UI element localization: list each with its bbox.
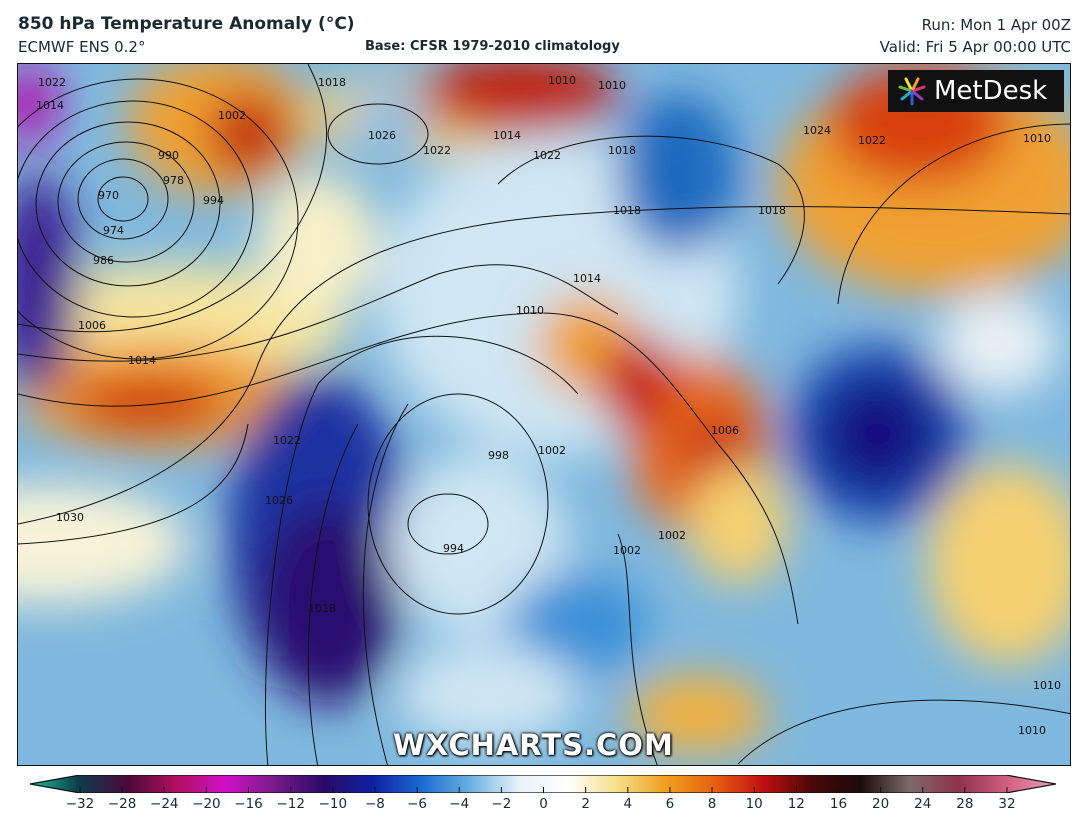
colorbar-tick-label: −32 — [65, 796, 95, 812]
colorbar-tick-label: −28 — [107, 796, 137, 812]
isobar-labels: 1022 1014 1018 1010 1018 1002 990 978 970 974 986 9… — [36, 74, 1061, 737]
run-time-label: Run: Mon 1 Apr 00Z — [921, 16, 1071, 34]
isobar-label: 1002 — [538, 444, 566, 457]
colorbar-tick-label: 24 — [914, 796, 932, 812]
isobar-label: 1010 — [1033, 679, 1061, 692]
isobar-label: 1018 — [613, 204, 641, 217]
metdesk-pinwheel-icon — [898, 77, 926, 106]
colorbar-tick-label: 0 — [539, 796, 548, 812]
colorbar-tick-label: −16 — [234, 796, 263, 812]
isobar-label: 1006 — [711, 424, 739, 437]
climatology-base-label: Base: CFSR 1979-2010 climatology — [365, 39, 620, 54]
colorbar-tick-label: 4 — [623, 796, 633, 812]
colorbar-tick-label: 8 — [707, 796, 717, 812]
chart-title: 850 hPa Temperature Anomaly (°C) — [18, 14, 355, 34]
colorbar-tick-label: −2 — [491, 796, 512, 812]
isobar-label: 990 — [158, 149, 179, 162]
isobar-label: 1018 — [318, 76, 346, 89]
isobar-label: 978 — [163, 174, 184, 187]
isobar-label: 1014 — [36, 99, 64, 112]
isobar-label: 1022 — [533, 149, 561, 162]
map-canvas: 1022 1014 1018 1010 1018 1002 990 978 970 974 986 9… — [18, 64, 1070, 765]
colorbar-tick-label: 2 — [581, 796, 590, 812]
colorbar-tick-label: 16 — [829, 796, 848, 812]
isobar-label: 1002 — [218, 109, 246, 122]
isobar-label: 1024 — [803, 124, 831, 137]
isobar-label: 1022 — [858, 134, 886, 147]
isobar-label: 1010 — [548, 74, 576, 87]
colorbar-tick-label: 10 — [745, 796, 763, 812]
isobar-label: 1026 — [265, 494, 293, 507]
anomaly-field — [18, 64, 1070, 754]
valid-time-label: Valid: Fri 5 Apr 00:00 UTC — [879, 38, 1071, 56]
isobar-label: 994 — [203, 194, 224, 207]
isobar-label: 1026 — [368, 129, 396, 142]
isobar-label: 1010 — [1023, 132, 1051, 145]
metdesk-logo: MetDesk — [888, 70, 1064, 112]
isobar-label: 1018 — [758, 204, 786, 217]
colorbar — [30, 775, 1056, 793]
colorbar-tick-label: 20 — [871, 796, 890, 812]
isobar-label: 1014 — [573, 272, 601, 285]
isobar-label: 1010 — [1018, 724, 1046, 737]
colorbar-tick-label: −12 — [276, 796, 305, 812]
isobar-label: 1014 — [493, 129, 521, 142]
isobar-label: 1010 — [598, 79, 626, 92]
isobar-label: 1022 — [273, 434, 301, 447]
isobar-label: 974 — [103, 224, 124, 237]
isobar-label: 986 — [93, 254, 114, 267]
isobar-label: 1010 — [516, 304, 544, 317]
colorbar-tick-label: −4 — [449, 796, 470, 812]
isobar-label: 970 — [98, 189, 119, 202]
colorbar-tick-label: 12 — [787, 796, 805, 812]
colorbar-tick-label: 6 — [665, 796, 675, 812]
colorbar-tick-label: −10 — [318, 796, 348, 812]
model-label: ECMWF ENS 0.2° — [18, 38, 146, 56]
isobar-label: 1022 — [423, 144, 451, 157]
colorbar-tick-label: −8 — [365, 796, 385, 812]
isobar-lines — [18, 64, 1070, 765]
colorbar-tick-label: −24 — [150, 796, 179, 812]
colorbar-gradient — [30, 775, 1056, 793]
isobar-label: 1002 — [658, 529, 686, 542]
isobar-label: 1022 — [38, 76, 66, 89]
isobar-label: 1018 — [308, 602, 336, 615]
isobar-label: 1006 — [78, 319, 106, 332]
colorbar-tick-label: 32 — [998, 796, 1016, 812]
isobar-label: 994 — [443, 542, 464, 555]
colorbar-tick-label: −20 — [192, 796, 221, 812]
isobar-label: 1018 — [608, 144, 636, 157]
isobar-label: 1002 — [613, 544, 641, 557]
isobar-label: 1014 — [128, 354, 156, 367]
colorbar-tick-label: 28 — [956, 796, 974, 812]
colorbar-tick-label: −6 — [407, 796, 428, 812]
wxcharts-watermark: WXCHARTS.COM — [393, 728, 674, 762]
metdesk-logo-text: MetDesk — [934, 76, 1048, 106]
isobar-label: 998 — [488, 449, 509, 462]
temperature-anomaly-map: 1022 1014 1018 1010 1018 1002 990 978 970 974 986 9… — [17, 63, 1071, 766]
isobar-label: 1030 — [56, 511, 84, 524]
